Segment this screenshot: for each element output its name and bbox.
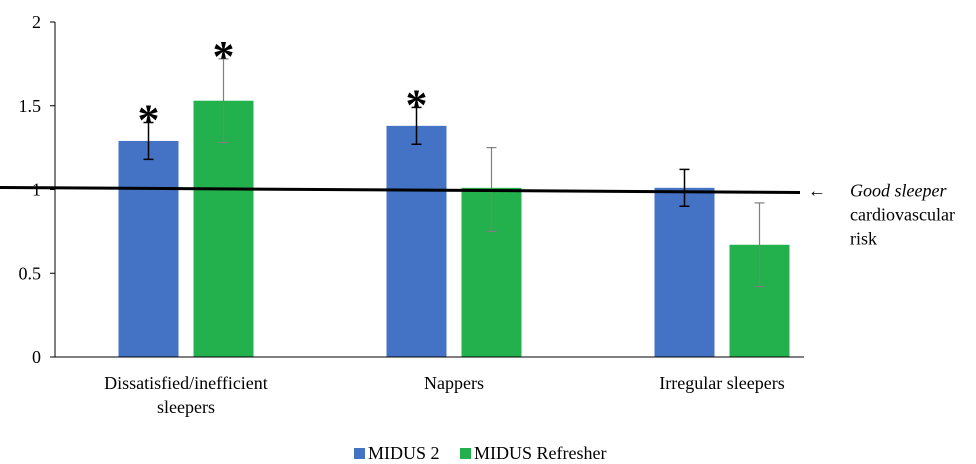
error-bars <box>143 58 765 288</box>
y-tick-label: 2 <box>32 12 41 32</box>
significance-markers: * * * <box>138 32 428 145</box>
significance-star: * <box>138 96 160 145</box>
category-label: Nappers <box>424 373 484 393</box>
reference-label-line: risk <box>850 229 877 249</box>
y-tick-label: 1.5 <box>19 96 42 116</box>
significance-star: * <box>213 32 235 81</box>
bar <box>193 100 254 357</box>
reference-label-italic: Good sleeper <box>850 181 947 201</box>
y-tick-label: 0 <box>32 347 41 367</box>
y-axis: 0 0.5 1 1.5 2 <box>19 12 56 367</box>
legend: MIDUS 2 MIDUS Refresher <box>354 443 606 463</box>
bar <box>654 187 715 357</box>
reference-line-stroke <box>0 186 801 194</box>
legend-swatch <box>460 448 471 459</box>
bar <box>386 125 447 357</box>
bar <box>118 140 179 357</box>
legend-label: MIDUS Refresher <box>474 443 606 463</box>
category-label: Dissatisfied/inefficient <box>104 373 268 393</box>
reference-arrow: ← <box>808 181 826 201</box>
reference-label-line: cardiovascular <box>850 205 955 225</box>
category-label: sleepers <box>157 397 215 417</box>
y-tick-label: 0.5 <box>19 263 42 283</box>
category-label: Irregular sleepers <box>659 373 784 393</box>
y-tick-label: 1 <box>32 180 41 200</box>
bars <box>118 100 790 357</box>
significance-star: * <box>406 80 428 129</box>
legend-swatch <box>354 448 365 459</box>
reference-line: ← Good sleeper cardiovascular risk <box>0 181 955 249</box>
legend-label: MIDUS 2 <box>368 443 440 463</box>
x-axis: Dissatisfied/inefficient sleepers Nappers I… <box>55 356 804 417</box>
